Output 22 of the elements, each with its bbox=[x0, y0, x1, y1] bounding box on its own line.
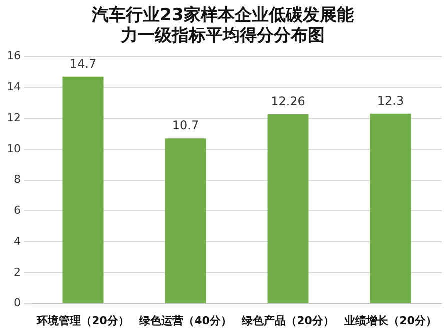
x-tick-label: 环境管理（20分） bbox=[36, 314, 130, 328]
data-label: 10.7 bbox=[172, 118, 200, 133]
x-tick-label: 业绩增长（20分） bbox=[344, 314, 437, 328]
y-tick-label: 6 bbox=[14, 204, 21, 218]
data-label: 12.26 bbox=[271, 94, 306, 109]
y-tick-label: 10 bbox=[6, 142, 21, 156]
y-tick-label: 4 bbox=[14, 234, 21, 248]
y-tick-label: 2 bbox=[14, 266, 21, 279]
bar bbox=[370, 114, 412, 304]
x-tick-label: 绿色产品（20分） bbox=[241, 314, 334, 328]
y-tick-label: 8 bbox=[14, 173, 21, 186]
bar bbox=[62, 76, 104, 304]
y-tick-label: 16 bbox=[6, 50, 21, 63]
y-tick-label: 12 bbox=[6, 111, 21, 124]
y-tick-label: 0 bbox=[14, 296, 21, 310]
data-label: 12.3 bbox=[377, 94, 404, 108]
data-label: 14.7 bbox=[70, 56, 97, 71]
chart-title: 汽车行业23家样本企业低碳发展能力一级指标平均得分分布图 bbox=[91, 6, 354, 46]
y-tick-label: 14 bbox=[6, 80, 21, 94]
bar bbox=[165, 138, 206, 304]
bar bbox=[268, 114, 309, 304]
x-tick-label: 绿色运营（40分） bbox=[138, 314, 232, 328]
